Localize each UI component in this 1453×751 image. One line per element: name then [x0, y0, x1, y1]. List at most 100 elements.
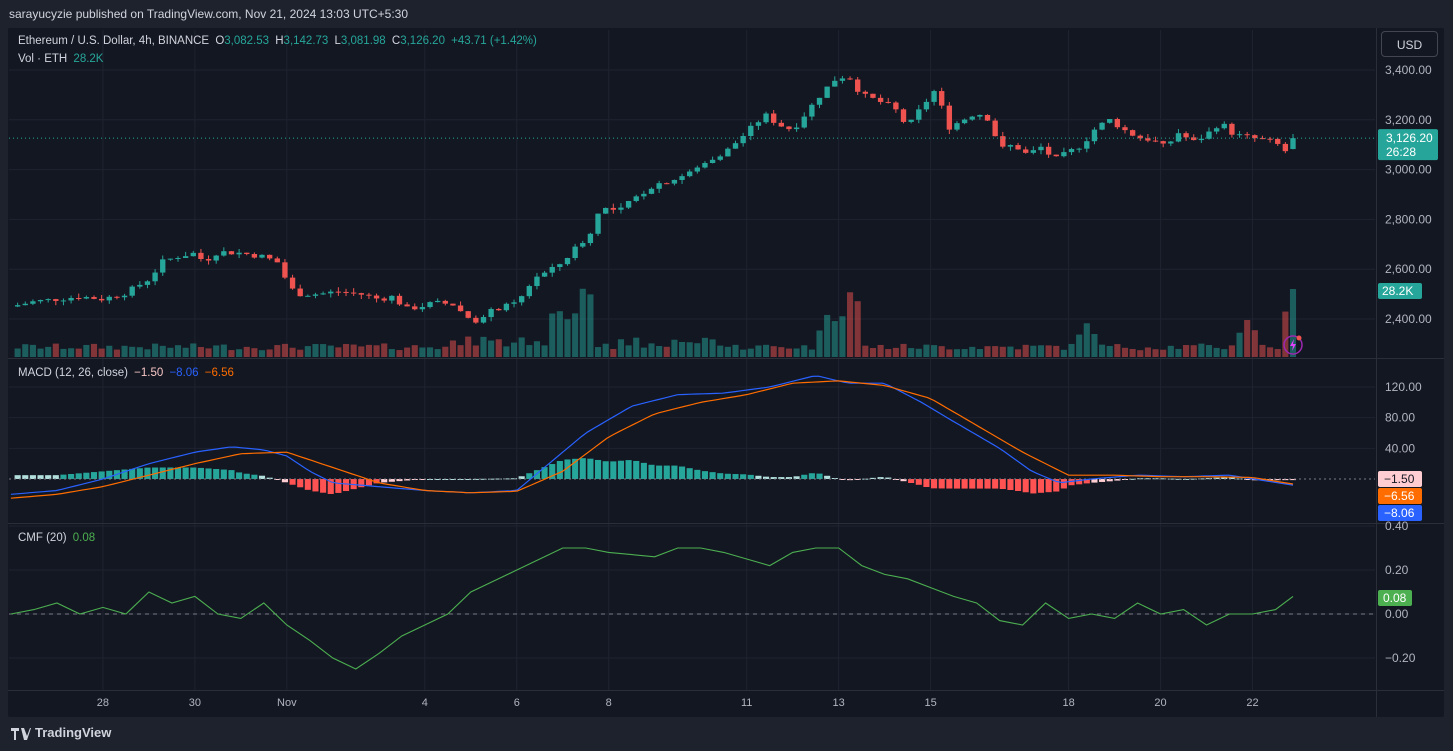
candle-body — [1145, 138, 1151, 141]
macd-histogram-bar — [182, 467, 189, 479]
time-tick-label: 20 — [1154, 697, 1166, 709]
macd-signal-tag — [1378, 488, 1422, 504]
open-value: 3,082.53 — [224, 35, 270, 47]
macd-histogram-bar — [37, 475, 44, 479]
volume-bar — [663, 346, 670, 357]
candle-body — [633, 196, 639, 202]
volume-bar — [785, 348, 793, 357]
candle-body — [648, 188, 655, 194]
macd-histogram-bar — [1228, 477, 1235, 479]
candle-body — [748, 125, 754, 137]
volume-bar — [442, 346, 449, 357]
candle-body — [1007, 145, 1014, 147]
candle-body — [526, 286, 532, 297]
volume-bar — [808, 349, 815, 357]
candle-body — [175, 257, 181, 259]
volume-bar — [801, 345, 808, 357]
candle-body — [274, 258, 280, 263]
macd-histogram-bar — [243, 473, 250, 479]
candle-body — [862, 91, 869, 94]
candle-body — [977, 114, 983, 117]
macd-histogram-bar — [640, 462, 647, 479]
macd-histogram-bar — [1175, 478, 1182, 480]
candle-body — [373, 295, 380, 299]
candle-body — [289, 277, 296, 289]
volume-bar — [1183, 345, 1190, 357]
candle-body — [793, 127, 800, 130]
candle-body — [91, 297, 97, 299]
volume-bar — [182, 347, 189, 357]
time-tick-label: 22 — [1246, 697, 1258, 709]
candle-body — [541, 272, 548, 277]
candle-body — [1107, 119, 1113, 123]
macd-histogram-bar — [60, 474, 67, 479]
candle-body — [396, 295, 403, 305]
macd-histogram-bar — [686, 468, 693, 479]
candle-body — [511, 302, 517, 304]
candle-body — [121, 295, 128, 298]
volume-bar — [90, 343, 98, 357]
candle-body — [213, 255, 219, 261]
candle-body — [1000, 136, 1006, 147]
currency-button[interactable]: USD — [1381, 31, 1438, 57]
volume-bar — [465, 336, 472, 357]
macd-histogram-bar — [1160, 478, 1167, 480]
macd-tick-label: 120.00 — [1385, 380, 1422, 394]
macd-histogram-bar — [816, 473, 823, 479]
volume-bar — [251, 348, 258, 357]
chart-frame[interactable] — [8, 28, 1444, 717]
volume-bar — [320, 344, 327, 357]
macd-histogram-bar — [1114, 479, 1121, 481]
volume-bar — [404, 347, 411, 357]
macd-histogram-bar — [778, 477, 785, 479]
macd-histogram-bar — [1099, 479, 1106, 482]
macd-histogram-bar — [526, 473, 533, 479]
volume-bar — [1022, 344, 1029, 357]
candle-body — [76, 297, 82, 299]
volume-bar — [1144, 347, 1151, 357]
time-tick-label: 8 — [606, 697, 612, 709]
macd-histogram-bar — [908, 479, 915, 483]
candle-body — [1137, 135, 1143, 139]
volume-bar — [167, 347, 174, 357]
volume-bar — [740, 349, 747, 357]
macd-hist-tag — [1378, 471, 1422, 487]
macd-histogram-bar — [984, 479, 991, 489]
macd-histogram-bar — [732, 474, 739, 479]
candle-body — [618, 207, 624, 210]
volume-bar — [671, 339, 678, 357]
tradingview-footer[interactable]: TradingView — [11, 722, 111, 744]
price-tick-label: 2,600.00 — [1385, 262, 1432, 276]
volume-bar — [426, 347, 434, 357]
high-label: H — [275, 35, 284, 47]
volume-bar — [45, 346, 52, 357]
candles — [14, 75, 1296, 324]
cmf-label: CMF (20) — [18, 532, 67, 544]
volume-bar — [1251, 330, 1258, 357]
candle-body — [427, 302, 433, 308]
volume-bar — [648, 343, 655, 357]
macd-line-value: −8.06 — [169, 367, 199, 379]
candle-body — [152, 272, 158, 282]
volume-bar — [1213, 347, 1220, 357]
volume-bar — [1114, 344, 1121, 357]
macd-histogram-bar — [564, 459, 571, 479]
candle-body — [404, 304, 410, 307]
candle-body — [305, 295, 311, 297]
macd-histogram-bar — [1060, 479, 1067, 489]
volume-bar — [1076, 334, 1083, 357]
volume-bar — [869, 347, 877, 357]
candle-body — [702, 163, 708, 168]
macd-histogram-bar — [358, 479, 365, 488]
volume-bar — [1129, 348, 1136, 357]
published-text: sarayucyzie published on TradingView.com… — [9, 7, 409, 21]
volume-bar — [610, 349, 617, 357]
macd-histogram-bar — [900, 479, 907, 482]
macd-histogram-bar — [747, 474, 754, 479]
volume-bar — [602, 343, 609, 357]
volume-bar — [106, 345, 113, 357]
volume-bar — [488, 340, 495, 357]
volume-bar — [1198, 343, 1205, 357]
time-tick-label: 6 — [514, 697, 520, 709]
